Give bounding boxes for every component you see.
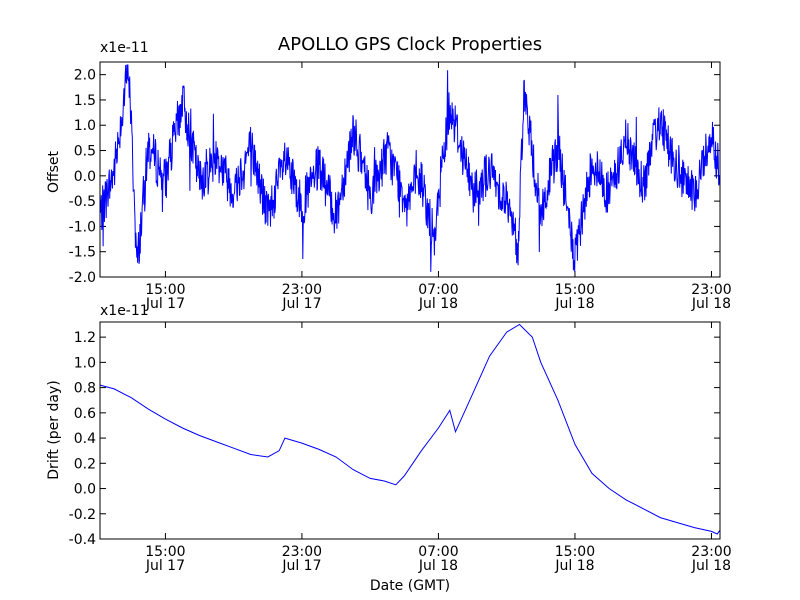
offset-xtick-date: Jul 18 xyxy=(418,296,458,312)
drift-ytick-label: -0.4 xyxy=(69,532,96,548)
offset-ytick-label: -0.5 xyxy=(69,194,96,210)
offset-ytick-label: 0.0 xyxy=(74,169,96,185)
drift-ytick-label: 0.0 xyxy=(74,482,96,498)
offset-multiplier: x1e-11 xyxy=(100,40,149,56)
drift-ytick-label: 0.8 xyxy=(74,381,96,397)
drift-xtick-time: 15:00 xyxy=(145,544,185,560)
drift-y-ticks: 1.2 1.0 0.8 0.6 0.4 0.2 0.0 -0.2 -0.4 xyxy=(69,330,720,548)
offset-panel: x1e-11 Offset 2.0 1.5 1.0 0.5 0.0 -0.5 -1.0 -1.… xyxy=(46,40,732,312)
offset-ytick-label: 1.0 xyxy=(74,118,96,134)
drift-xtick-time: 15:00 xyxy=(555,544,595,560)
offset-xtick-time: 23:00 xyxy=(691,282,731,298)
drift-panel: x1e-11 Drift (per day) Date (GMT) 1.2 1.0… xyxy=(46,303,732,594)
offset-plot-frame xyxy=(99,61,721,278)
offset-ytick-label: -2.0 xyxy=(69,270,96,286)
offset-ylabel: Offset xyxy=(46,150,62,193)
drift-xlabel: Date (GMT) xyxy=(370,578,450,594)
offset-xtick-date: Jul 17 xyxy=(145,296,185,312)
drift-ytick-label: 0.2 xyxy=(74,456,96,472)
drift-xtick-date: Jul 17 xyxy=(281,558,321,574)
drift-plot-frame xyxy=(99,321,721,540)
chart-title: APOLLO GPS Clock Properties xyxy=(278,34,542,55)
offset-ytick-label: 0.5 xyxy=(74,144,96,160)
drift-ytick-label: 0.4 xyxy=(74,431,96,447)
drift-ytick-label: -0.2 xyxy=(69,507,96,523)
offset-ytick-label: -1.5 xyxy=(69,245,96,261)
offset-series-line xyxy=(99,64,721,272)
drift-xtick-date: Jul 18 xyxy=(691,558,731,574)
offset-xtick-date: Jul 17 xyxy=(281,296,321,312)
drift-multiplier: x1e-11 xyxy=(100,303,149,319)
drift-ytick-label: 0.6 xyxy=(74,406,96,422)
offset-ytick-label: 2.0 xyxy=(74,68,96,84)
drift-ytick-label: 1.2 xyxy=(74,330,96,346)
offset-xtick-time: 15:00 xyxy=(555,282,595,298)
drift-ytick-label: 1.0 xyxy=(74,355,96,371)
offset-xtick-date: Jul 18 xyxy=(554,296,594,312)
offset-xtick-time: 23:00 xyxy=(282,282,322,298)
drift-xtick-time: 23:00 xyxy=(691,544,731,560)
offset-ytick-label: 1.5 xyxy=(74,93,96,109)
drift-series-line xyxy=(99,323,721,535)
drift-xtick-time: 07:00 xyxy=(418,544,458,560)
offset-xtick-date: Jul 18 xyxy=(691,296,731,312)
offset-ytick-label: -1.0 xyxy=(69,219,96,235)
offset-y-ticks: 2.0 1.5 1.0 0.5 0.0 -0.5 -1.0 -1.5 -2.0 xyxy=(69,68,720,286)
drift-ylabel: Drift (per day) xyxy=(46,380,62,479)
drift-xtick-date: Jul 18 xyxy=(418,558,458,574)
drift-xtick-date: Jul 18 xyxy=(554,558,594,574)
offset-xtick-time: 07:00 xyxy=(418,282,458,298)
offset-xtick-time: 15:00 xyxy=(145,282,185,298)
drift-xtick-date: Jul 17 xyxy=(145,558,185,574)
drift-xtick-time: 23:00 xyxy=(282,544,322,560)
